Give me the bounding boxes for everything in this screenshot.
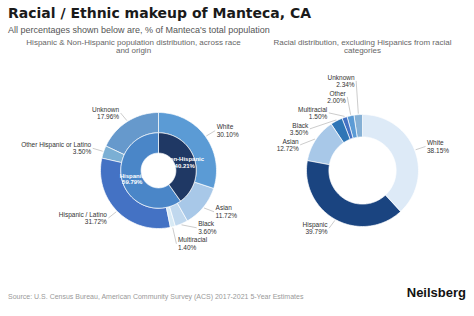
svg-text:Hispanic39.79%: Hispanic39.79% [303, 221, 329, 235]
html-text:Source: U.S. Census Bureau, Am: Source: U.S. Census Bureau, American Com… [8, 293, 304, 300]
svg-text:Asian12.72%: Asian12.72% [277, 138, 299, 152]
svg-text:Other2.00%: Other2.00% [327, 90, 346, 104]
html-text:Racial / Ethnic makeup of Mant: Racial / Ethnic makeup of Manteca, CA [8, 5, 312, 21]
svg-text:Black3.60%: Black3.60% [198, 220, 217, 234]
svg-text:Unknown17.96%: Unknown17.96% [92, 106, 119, 120]
svg-text:Racial distribution, excluding: Racial distribution, excluding Hispanics… [274, 38, 452, 55]
svg-text:Hispanic / Latino31.72%: Hispanic / Latino31.72% [59, 211, 107, 225]
svg-text:Multiracial1.40%: Multiracial1.40% [178, 236, 208, 250]
svg-text:Non-Hispanic40.21%: Non-Hispanic40.21% [165, 156, 204, 169]
html-text:All percentages shown below ar: All percentages shown below are, % of Ma… [8, 25, 270, 35]
svg-text:White30.10%: White30.10% [217, 123, 239, 137]
html-text:Neilsberg: Neilsberg [406, 285, 466, 300]
svg-text:Asian11.72%: Asian11.72% [216, 204, 238, 218]
svg-text:Unknown2.34%: Unknown2.34% [328, 74, 355, 88]
svg-text:Other Hispanic or Latino3.50%: Other Hispanic or Latino3.50% [21, 141, 91, 155]
svg-text:Multiracial1.50%: Multiracial1.50% [298, 106, 328, 120]
svg-text:White38.15%: White38.15% [427, 139, 449, 153]
svg-text:Hispanic & Non-Hispanic popula: Hispanic & Non-Hispanic population distr… [26, 38, 241, 55]
svg-text:Hispanic59.79%: Hispanic59.79% [120, 173, 146, 186]
svg-text:Black3.50%: Black3.50% [290, 122, 309, 136]
